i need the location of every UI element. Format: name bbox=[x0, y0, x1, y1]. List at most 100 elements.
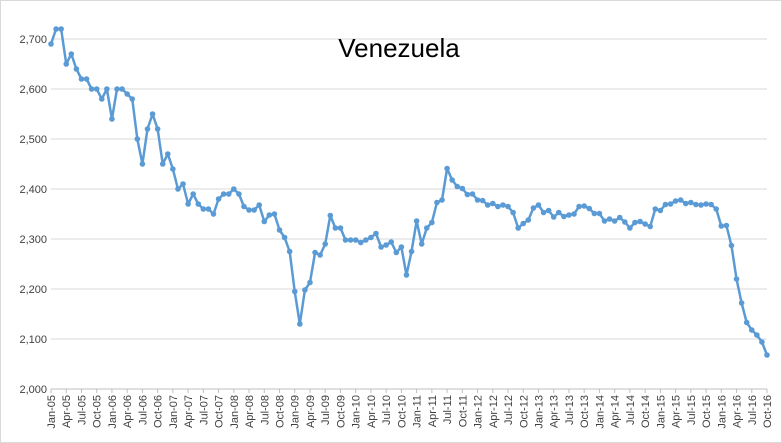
data-point bbox=[297, 321, 303, 327]
x-tick-label: Apr-05 bbox=[61, 395, 73, 428]
data-point bbox=[281, 234, 288, 241]
data-point bbox=[144, 126, 151, 132]
data-point bbox=[576, 203, 582, 210]
data-point bbox=[195, 201, 202, 207]
data-point bbox=[78, 76, 85, 82]
data-point bbox=[611, 218, 618, 224]
data-point bbox=[357, 239, 364, 246]
x-tick-label: Oct-07 bbox=[214, 395, 226, 428]
x-tick-label: Apr-11 bbox=[427, 395, 439, 427]
data-point bbox=[647, 223, 654, 230]
data-point bbox=[642, 221, 648, 227]
data-point bbox=[241, 203, 247, 210]
x-tick-label: Oct-15 bbox=[701, 395, 713, 428]
data-point bbox=[129, 96, 136, 102]
y-tick-label: 2,100 bbox=[19, 334, 47, 346]
x-axis-ticks: Jan-05 Apr-05 Jul-05 Oct-05 Jan-06 Apr-06 Jul-… bbox=[46, 395, 774, 429]
x-tick-label: Jan-09 bbox=[290, 395, 302, 429]
data-point bbox=[368, 234, 374, 241]
series-line bbox=[49, 27, 769, 356]
data-point bbox=[657, 207, 664, 214]
x-tick-label: Jul-15 bbox=[686, 395, 698, 425]
data-point bbox=[124, 91, 130, 97]
data-point bbox=[109, 116, 115, 122]
data-point bbox=[469, 191, 476, 197]
data-point bbox=[510, 209, 516, 216]
data-point bbox=[317, 252, 323, 258]
data-point bbox=[703, 201, 709, 207]
data-point bbox=[459, 185, 466, 192]
x-tick-label: Jul-16 bbox=[747, 395, 759, 425]
x-tick-label: Oct-16 bbox=[762, 395, 774, 428]
data-point bbox=[652, 206, 659, 212]
data-point bbox=[738, 300, 745, 306]
x-tick-label: Oct-10 bbox=[396, 395, 408, 428]
data-point bbox=[525, 217, 532, 223]
x-tick-label: Jul-06 bbox=[137, 395, 149, 425]
x-tick-label: Jul-12 bbox=[503, 395, 515, 425]
data-point bbox=[236, 191, 242, 197]
data-point bbox=[73, 66, 80, 72]
data-point bbox=[58, 26, 64, 32]
data-point bbox=[429, 219, 435, 226]
x-tick-label: Jan-05 bbox=[46, 395, 58, 429]
data-point bbox=[632, 219, 638, 226]
x-tick-label: Jul-05 bbox=[76, 395, 88, 425]
data-point bbox=[505, 203, 511, 210]
data-point bbox=[601, 218, 608, 224]
x-tick-label: Oct-13 bbox=[579, 395, 591, 428]
data-point bbox=[337, 225, 344, 231]
data-point bbox=[677, 197, 684, 203]
data-point bbox=[423, 225, 430, 231]
x-tick-label: Oct-14 bbox=[640, 395, 652, 428]
data-point bbox=[439, 197, 445, 203]
x-tick-label: Jan-14 bbox=[594, 395, 606, 429]
data-point bbox=[149, 111, 156, 117]
data-point bbox=[170, 166, 176, 172]
data-point bbox=[682, 200, 689, 207]
data-point bbox=[373, 230, 379, 237]
x-tick-label: Apr-06 bbox=[122, 395, 134, 428]
x-tick-label: Jan-12 bbox=[473, 395, 485, 429]
data-point bbox=[571, 211, 577, 217]
data-point bbox=[93, 86, 100, 92]
data-point bbox=[322, 241, 329, 247]
data-point bbox=[205, 206, 212, 212]
data-point bbox=[708, 201, 714, 208]
data-point bbox=[495, 203, 501, 210]
data-point bbox=[134, 136, 141, 142]
data-point bbox=[693, 201, 699, 208]
data-point bbox=[215, 196, 222, 202]
data-point bbox=[713, 206, 720, 212]
data-point bbox=[515, 225, 521, 231]
data-point bbox=[175, 186, 181, 192]
data-point bbox=[545, 207, 552, 214]
data-point bbox=[63, 61, 70, 67]
data-point bbox=[180, 181, 186, 187]
data-point bbox=[185, 201, 191, 207]
data-point bbox=[139, 161, 146, 167]
data-point bbox=[291, 288, 298, 295]
data-point bbox=[261, 218, 268, 225]
data-point bbox=[307, 279, 313, 286]
data-point bbox=[200, 206, 207, 212]
data-point bbox=[759, 339, 765, 345]
x-tick-label: Oct-12 bbox=[518, 395, 530, 428]
data-point bbox=[535, 202, 542, 208]
data-point bbox=[561, 213, 567, 220]
data-point bbox=[251, 207, 257, 213]
data-point bbox=[286, 248, 293, 255]
data-point bbox=[231, 186, 237, 192]
x-tick-label: Jul-07 bbox=[198, 395, 210, 425]
data-point bbox=[718, 223, 725, 229]
x-tick-label: Jan-13 bbox=[533, 395, 545, 429]
y-tick-label: 2,500 bbox=[19, 134, 47, 146]
data-point bbox=[114, 86, 120, 92]
x-tick-label: Jan-08 bbox=[229, 395, 241, 429]
x-tick-label: Jan-15 bbox=[655, 395, 667, 429]
y-tick-label: 2,200 bbox=[19, 284, 47, 296]
data-point bbox=[383, 242, 389, 248]
data-point bbox=[556, 209, 562, 216]
